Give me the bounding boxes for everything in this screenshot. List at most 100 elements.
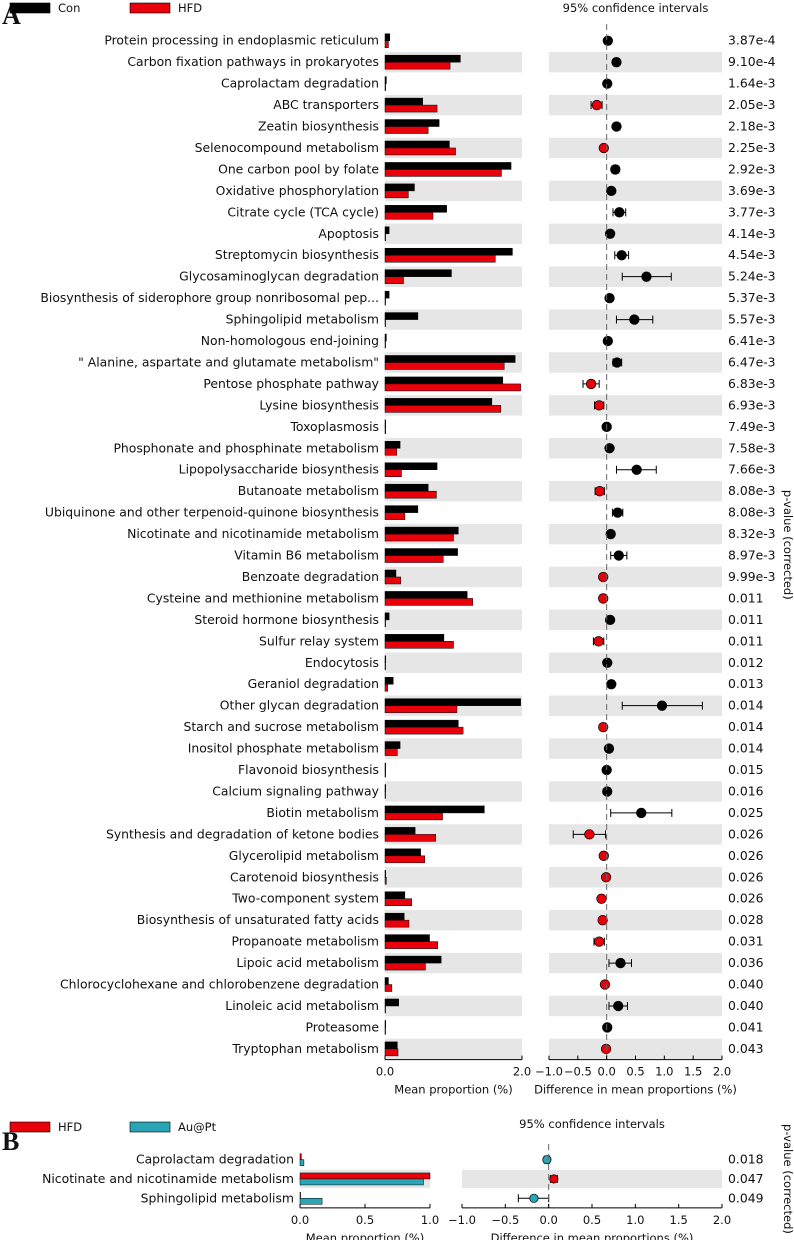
row-band xyxy=(549,909,722,931)
bar-hfd xyxy=(299,1153,302,1160)
bar-hfd xyxy=(384,877,387,885)
pathway-label: " Alanine, aspartate and glutamate metab… xyxy=(78,354,379,369)
row-band xyxy=(549,652,722,673)
bar-hfd xyxy=(384,598,473,606)
pathway-label: Biosynthesis of unsaturated fatty acids xyxy=(137,912,379,927)
right-tick-label: −0.5 xyxy=(491,1213,519,1227)
diff-point xyxy=(585,378,597,390)
diff-point xyxy=(606,185,617,197)
p-value: 0.026 xyxy=(728,848,764,863)
pathway-label: Caprolactam degradation xyxy=(221,76,379,91)
left-tick-label: 0.5 xyxy=(356,1213,374,1227)
p-value: 0.047 xyxy=(728,1171,763,1186)
bar-con xyxy=(384,462,438,470)
pathway-label: Oxidative phosphorylation xyxy=(216,183,379,198)
pathway-label: Non-homologous end-joining xyxy=(201,333,379,348)
diff-point xyxy=(529,1193,539,1203)
p-value: 8.97e-3 xyxy=(728,548,776,563)
pathway-label: Tryptophan metabolism xyxy=(231,1041,379,1056)
row-band xyxy=(549,94,722,116)
bar-au-pt xyxy=(299,1178,424,1186)
pathway-label: Cysteine and methionine metabolism xyxy=(147,590,379,605)
row-band xyxy=(549,438,722,459)
pathway-label: Biosynthesis of siderophore group nonrib… xyxy=(40,290,379,305)
pathway-label: Linoleic acid metabolism xyxy=(225,998,379,1013)
row-band xyxy=(549,781,722,802)
bar-hfd xyxy=(384,984,393,992)
p-value: 5.24e-3 xyxy=(728,269,776,284)
row-band xyxy=(549,480,722,502)
row-band xyxy=(549,523,722,545)
right-tick-label: 0.5 xyxy=(583,1213,601,1227)
row-band xyxy=(385,309,522,330)
bar-con xyxy=(384,312,419,320)
diff-point xyxy=(600,872,612,883)
row-band xyxy=(549,952,722,974)
right-tick-label: −1.0 xyxy=(535,1065,563,1079)
left-tick-label: 2.0 xyxy=(513,1065,531,1079)
left-tick-label: 0.0 xyxy=(291,1213,309,1227)
pathway-label: Biotin metabolism xyxy=(266,805,379,820)
diff-point xyxy=(584,829,595,840)
row-band xyxy=(549,223,722,244)
bar-con xyxy=(384,805,485,814)
p-value: 2.25e-3 xyxy=(728,140,776,155)
p-value: 0.011 xyxy=(728,590,763,605)
bar-con xyxy=(384,355,516,363)
p-value: 4.54e-3 xyxy=(728,247,776,262)
pathway-label: Butanoate metabolism xyxy=(238,483,379,498)
diff-point xyxy=(656,700,668,711)
bar-con xyxy=(384,183,415,192)
row-band xyxy=(549,137,722,159)
diff-point xyxy=(602,335,613,347)
p-value: 7.66e-3 xyxy=(728,462,776,477)
bar-au-pt xyxy=(299,1159,305,1166)
bar-con xyxy=(384,612,390,621)
bar-hfd xyxy=(384,726,464,735)
bar-hfd xyxy=(384,662,386,671)
pathway-label: Propanoate metabolism xyxy=(231,934,379,949)
pathway-label: Lipoic acid metabolism xyxy=(236,955,379,970)
p-value: 3.77e-3 xyxy=(728,204,776,219)
bar-con xyxy=(384,762,386,771)
right-tick-label: 2.0 xyxy=(713,1065,731,1079)
left-axis-title: Mean proportion (%) xyxy=(394,1083,512,1097)
p-value: 9.10e-4 xyxy=(728,54,776,69)
bar-hfd xyxy=(384,898,412,906)
p-value: 0.041 xyxy=(728,1019,763,1034)
bar-hfd xyxy=(384,1048,399,1057)
pathway-label: Protein processing in endoplasmic reticu… xyxy=(104,33,379,48)
p-value: 0.025 xyxy=(728,805,763,820)
bar-con xyxy=(384,591,468,599)
legend-swatch-con xyxy=(9,2,51,14)
bar-con xyxy=(384,505,419,513)
bar-hfd xyxy=(299,1192,301,1199)
bar-hfd xyxy=(384,855,425,864)
bar-con xyxy=(384,290,390,299)
right-tick-label: −0.5 xyxy=(564,1065,592,1079)
p-value: 8.08e-3 xyxy=(728,483,776,498)
bar-hfd xyxy=(384,683,388,692)
bar-con xyxy=(384,998,399,1007)
bar-con xyxy=(384,955,442,964)
row-band xyxy=(549,1038,722,1060)
p-value: 3.87e-4 xyxy=(728,33,776,48)
row-band xyxy=(549,995,722,1017)
p-value: 0.016 xyxy=(728,783,764,798)
bar-hfd xyxy=(384,448,397,456)
pathway-label: Pentose phosphate pathway xyxy=(203,376,379,391)
diff-point xyxy=(613,1000,624,1012)
pathway-label: Two-component system xyxy=(231,891,379,906)
bar-hfd xyxy=(384,705,458,713)
pathway-label: Other glycan degradation xyxy=(220,698,379,713)
p-value: 1.64e-3 xyxy=(728,76,776,91)
p-value: 5.37e-3 xyxy=(728,290,776,305)
bar-hfd xyxy=(384,319,386,327)
legend-swatch-au-pt xyxy=(129,1121,171,1133)
pathway-label: Lysine biosynthesis xyxy=(259,397,379,412)
pathway-label: Nicotinate and nicotinamide metabolism xyxy=(127,526,379,541)
pathway-label: Carbon fixation pathways in prokaryotes xyxy=(127,54,379,69)
bar-hfd xyxy=(384,512,406,520)
diff-point xyxy=(602,786,613,797)
bar-con xyxy=(384,119,440,127)
